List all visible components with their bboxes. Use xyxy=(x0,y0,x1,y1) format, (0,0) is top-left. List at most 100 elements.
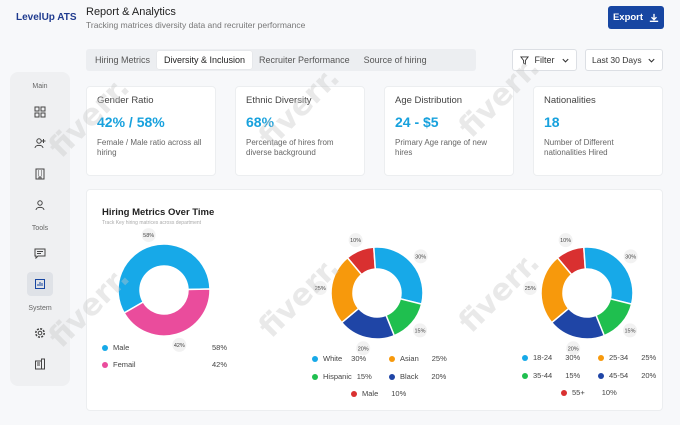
sidebar-section-tools: Tools xyxy=(31,225,49,232)
slice-label: 25% xyxy=(315,286,326,292)
legend-pct: 20% xyxy=(431,372,447,381)
slice-label-bubble xyxy=(413,249,428,264)
export-label: Export xyxy=(612,12,644,23)
brand-logo[interactable]: LevelUp ATS xyxy=(16,12,77,23)
slice-label: 25% xyxy=(525,286,536,292)
legend-gender-male: Male 58% xyxy=(102,343,228,352)
legend-dot xyxy=(561,389,567,396)
legend-dot xyxy=(598,372,604,379)
legend-dot xyxy=(389,373,395,380)
user-add-icon xyxy=(34,138,46,149)
card-description: Number of Different nationalities Hired xyxy=(544,138,614,158)
slice-label: 42% xyxy=(174,343,185,349)
sidebar: Main Tools System xyxy=(10,72,70,386)
legend-dot xyxy=(102,361,108,368)
legend-dot xyxy=(312,373,318,380)
legend-pct: 15% xyxy=(565,371,581,380)
legend-dot xyxy=(351,390,357,397)
legend-eth-white: White 30% xyxy=(312,354,366,363)
legend-label: 45-54 xyxy=(609,371,629,380)
grid-icon xyxy=(34,106,46,118)
slice-label-bubble xyxy=(348,233,363,248)
sidebar-item-dashboard[interactable] xyxy=(27,100,53,124)
legend-label: Femail xyxy=(113,360,136,369)
filter-button[interactable]: Filter xyxy=(512,49,577,71)
legend-age-18-24: 18-24 30% xyxy=(522,353,580,362)
tab-source-of-hiring[interactable]: Source of hiring xyxy=(363,55,427,65)
period-select[interactable]: Last 30 Days xyxy=(585,49,663,71)
donut-slice-asian xyxy=(330,256,363,324)
slice-label-bubble xyxy=(623,249,638,264)
stat-card-nationalities: Nationalities 18 Number of Different nat… xyxy=(533,86,663,176)
legend-age-25-34: 25-34 25% xyxy=(598,353,656,362)
legend-pct: 25% xyxy=(431,354,447,363)
legend-label: Male xyxy=(113,343,130,352)
slice-label: 20% xyxy=(568,346,579,352)
stat-card-ethnic: Ethnic Diversity 68% Percentage of hires… xyxy=(235,86,365,176)
tab-hiring-metrics[interactable]: Hiring Metrics xyxy=(95,55,151,65)
chevron-down-icon xyxy=(648,58,655,63)
slice-label-bubble xyxy=(313,281,328,296)
page-title: Report & Analytics xyxy=(86,6,176,18)
building-icon xyxy=(35,168,45,180)
slice-label-bubble xyxy=(172,337,187,352)
legend-label: 18-24 xyxy=(533,353,553,362)
stat-card-gender: Gender Ratio 42% / 58% Female / Male rat… xyxy=(86,86,216,176)
sidebar-item-people[interactable] xyxy=(27,193,53,217)
legend-pct: 58% xyxy=(212,343,228,352)
legend-eth-asian: Asian 25% xyxy=(389,354,447,363)
legend-eth-hispanic: Hispanic 15% xyxy=(312,372,372,381)
donut-slice-25-34 xyxy=(540,256,573,324)
card-description: Female / Male ratio across all hiring xyxy=(97,138,202,158)
card-value: 68% xyxy=(246,114,275,130)
legend-pct: 10% xyxy=(601,388,617,397)
slice-label-bubble xyxy=(356,341,371,356)
legend-label: 25-34 xyxy=(609,353,629,362)
tab-bar: Hiring Metrics Diversity & Inclusion Rec… xyxy=(86,49,476,71)
slice-label: 30% xyxy=(415,254,426,260)
chart-panel: Hiring Metrics Over Time Track Key hirin… xyxy=(86,189,663,411)
stat-card-age: Age Distribution 24 - $5 Primary Age ran… xyxy=(384,86,514,176)
legend-age-55-plus: 55+ 10% xyxy=(561,388,617,397)
slice-label: 15% xyxy=(415,328,426,334)
tab-recruiter-performance[interactable]: Recruiter Performance xyxy=(259,55,350,65)
building-alt-icon xyxy=(35,358,45,370)
message-icon xyxy=(34,248,46,259)
legend-gender-female: Femail 42% xyxy=(102,360,227,369)
card-value: 24 - $5 xyxy=(395,114,439,130)
legend-eth-black: Black 20% xyxy=(389,372,446,381)
sidebar-item-companies[interactable] xyxy=(27,162,53,186)
sidebar-item-candidates[interactable] xyxy=(27,131,53,155)
legend-pct: 10% xyxy=(391,389,407,398)
legend-label: Hispanic xyxy=(323,372,352,381)
legend-eth-male: Male 10% xyxy=(351,389,406,398)
legend-label: Male xyxy=(362,389,379,398)
card-title: Age Distribution xyxy=(395,95,463,106)
legend-age-35-44: 35-44 15% xyxy=(522,371,580,380)
slice-label-bubble xyxy=(566,341,581,356)
export-button[interactable]: Export xyxy=(608,6,664,29)
chevron-down-icon xyxy=(561,58,569,63)
slice-label-bubble xyxy=(558,233,573,248)
legend-pct: 25% xyxy=(641,353,657,362)
card-title: Gender Ratio xyxy=(97,95,154,106)
legend-label: 35-44 xyxy=(533,371,553,380)
filter-label: Filter xyxy=(534,55,555,65)
donut-charts: 58% 42% 10% 30% 15% 20% 25% 10% 30% 15% 20% 25% xyxy=(117,228,638,356)
sidebar-item-organization[interactable] xyxy=(27,352,53,376)
page-subtitle: Tracking matrices diversity data and rec… xyxy=(86,20,306,30)
chart-panel-subtitle: Track Key hiring matrices across departm… xyxy=(102,220,202,226)
download-icon xyxy=(649,13,659,22)
slice-label-bubble xyxy=(141,228,156,243)
sidebar-item-settings[interactable] xyxy=(27,321,53,345)
card-title: Ethnic Diversity xyxy=(246,95,312,106)
legend-pct: 30% xyxy=(565,353,581,362)
slice-label: 10% xyxy=(560,238,571,244)
donut-slice-femail xyxy=(123,288,211,337)
legend-label: White xyxy=(323,354,343,363)
legend-dot xyxy=(522,354,528,361)
sidebar-item-reports[interactable] xyxy=(27,272,53,296)
slice-label: 58% xyxy=(143,233,154,239)
sidebar-item-messages[interactable] xyxy=(27,241,53,265)
tab-diversity-inclusion[interactable]: Diversity & Inclusion xyxy=(157,51,253,69)
